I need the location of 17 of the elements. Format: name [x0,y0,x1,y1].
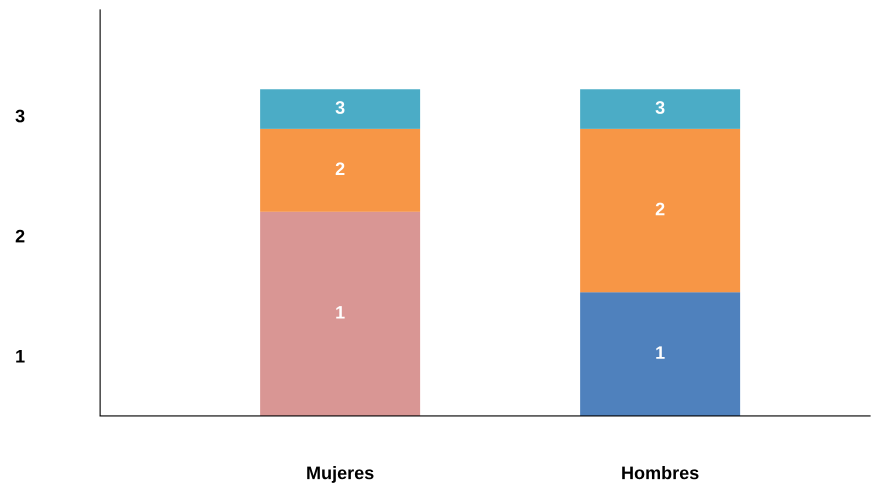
y-tick-label: 3 [15,110,24,122]
series-label: 1 [656,346,665,359]
x-tick-label: Mujeres [307,466,374,483]
text: 1 [336,306,345,319]
series-label: 2 [336,162,344,175]
bar [260,212,420,416]
bar [260,128,420,212]
y-tick-label: 1 [16,350,25,362]
text: 3 [656,101,664,114]
series-label: 3 [336,101,344,114]
y-tick-label: 2 [16,230,24,242]
bar [580,128,740,292]
bar [580,89,740,129]
bar [580,292,740,416]
bar [260,89,420,129]
x-tick-label: Hombres [622,466,699,480]
text: 2 [656,202,664,216]
